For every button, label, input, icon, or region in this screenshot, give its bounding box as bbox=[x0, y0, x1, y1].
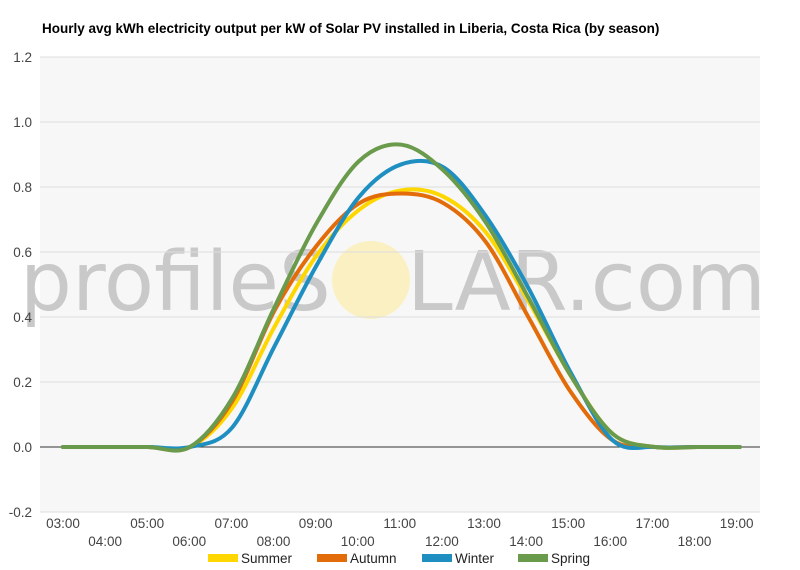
x-tick-label: 19:00 bbox=[720, 516, 754, 531]
x-tick-label: 10:00 bbox=[341, 534, 375, 549]
x-tick-label: 13:00 bbox=[467, 516, 501, 531]
legend-swatch bbox=[422, 554, 452, 562]
y-tick-label: 1.0 bbox=[13, 115, 32, 130]
x-tick-label: 05:00 bbox=[130, 516, 164, 531]
legend-item-spring: Spring bbox=[518, 551, 590, 566]
watermark: profileS LAR.com bbox=[20, 235, 766, 330]
x-tick-label: 18:00 bbox=[678, 534, 712, 549]
y-tick-label: 0.6 bbox=[13, 245, 32, 260]
x-tick-label: 15:00 bbox=[551, 516, 585, 531]
chart-title: Hourly avg kWh electricity output per kW… bbox=[42, 21, 659, 36]
y-axis: -0.2 0.0 0.2 0.4 0.6 0.8 1.0 1.2 bbox=[9, 50, 33, 520]
y-tick-label: 0.8 bbox=[13, 180, 32, 195]
legend-label: Winter bbox=[455, 551, 495, 566]
legend-label: Autumn bbox=[350, 551, 397, 566]
y-tick-label: 0.2 bbox=[13, 375, 32, 390]
legend: Summer Autumn Winter Spring bbox=[208, 551, 590, 566]
series-lines bbox=[61, 142, 742, 453]
legend-label: Spring bbox=[551, 551, 590, 566]
x-tick-label: 09:00 bbox=[299, 516, 333, 531]
x-tick-label: 04:00 bbox=[88, 534, 122, 549]
legend-label: Summer bbox=[241, 551, 293, 566]
x-tick-label: 14:00 bbox=[509, 534, 543, 549]
x-tick-label: 06:00 bbox=[172, 534, 206, 549]
y-tick-label: 0.0 bbox=[13, 440, 32, 455]
y-tick-label: 1.2 bbox=[13, 50, 32, 65]
watermark-sun-icon bbox=[332, 241, 410, 319]
legend-swatch bbox=[208, 554, 238, 562]
x-tick-label: 16:00 bbox=[593, 534, 627, 549]
watermark-text-right: LAR.com bbox=[407, 235, 766, 330]
y-tick-label: -0.2 bbox=[9, 505, 32, 520]
x-tick-label: 12:00 bbox=[425, 534, 459, 549]
y-tick-label: 0.4 bbox=[13, 310, 32, 325]
legend-swatch bbox=[518, 554, 548, 562]
x-tick-label: 17:00 bbox=[636, 516, 670, 531]
legend-item-summer: Summer bbox=[208, 551, 293, 566]
legend-item-autumn: Autumn bbox=[317, 551, 397, 566]
x-tick-label: 11:00 bbox=[383, 516, 416, 531]
legend-item-winter: Winter bbox=[422, 551, 495, 566]
legend-swatch bbox=[317, 554, 347, 562]
watermark-text-left: profileS bbox=[20, 235, 331, 330]
series-line-spring bbox=[61, 142, 742, 453]
x-tick-label: 07:00 bbox=[215, 516, 249, 531]
x-tick-label: 03:00 bbox=[46, 516, 80, 531]
x-tick-label: 08:00 bbox=[257, 534, 291, 549]
x-axis: 03:00 04:00 05:00 06:00 07:00 08:00 09:00 10:00… bbox=[46, 516, 753, 549]
